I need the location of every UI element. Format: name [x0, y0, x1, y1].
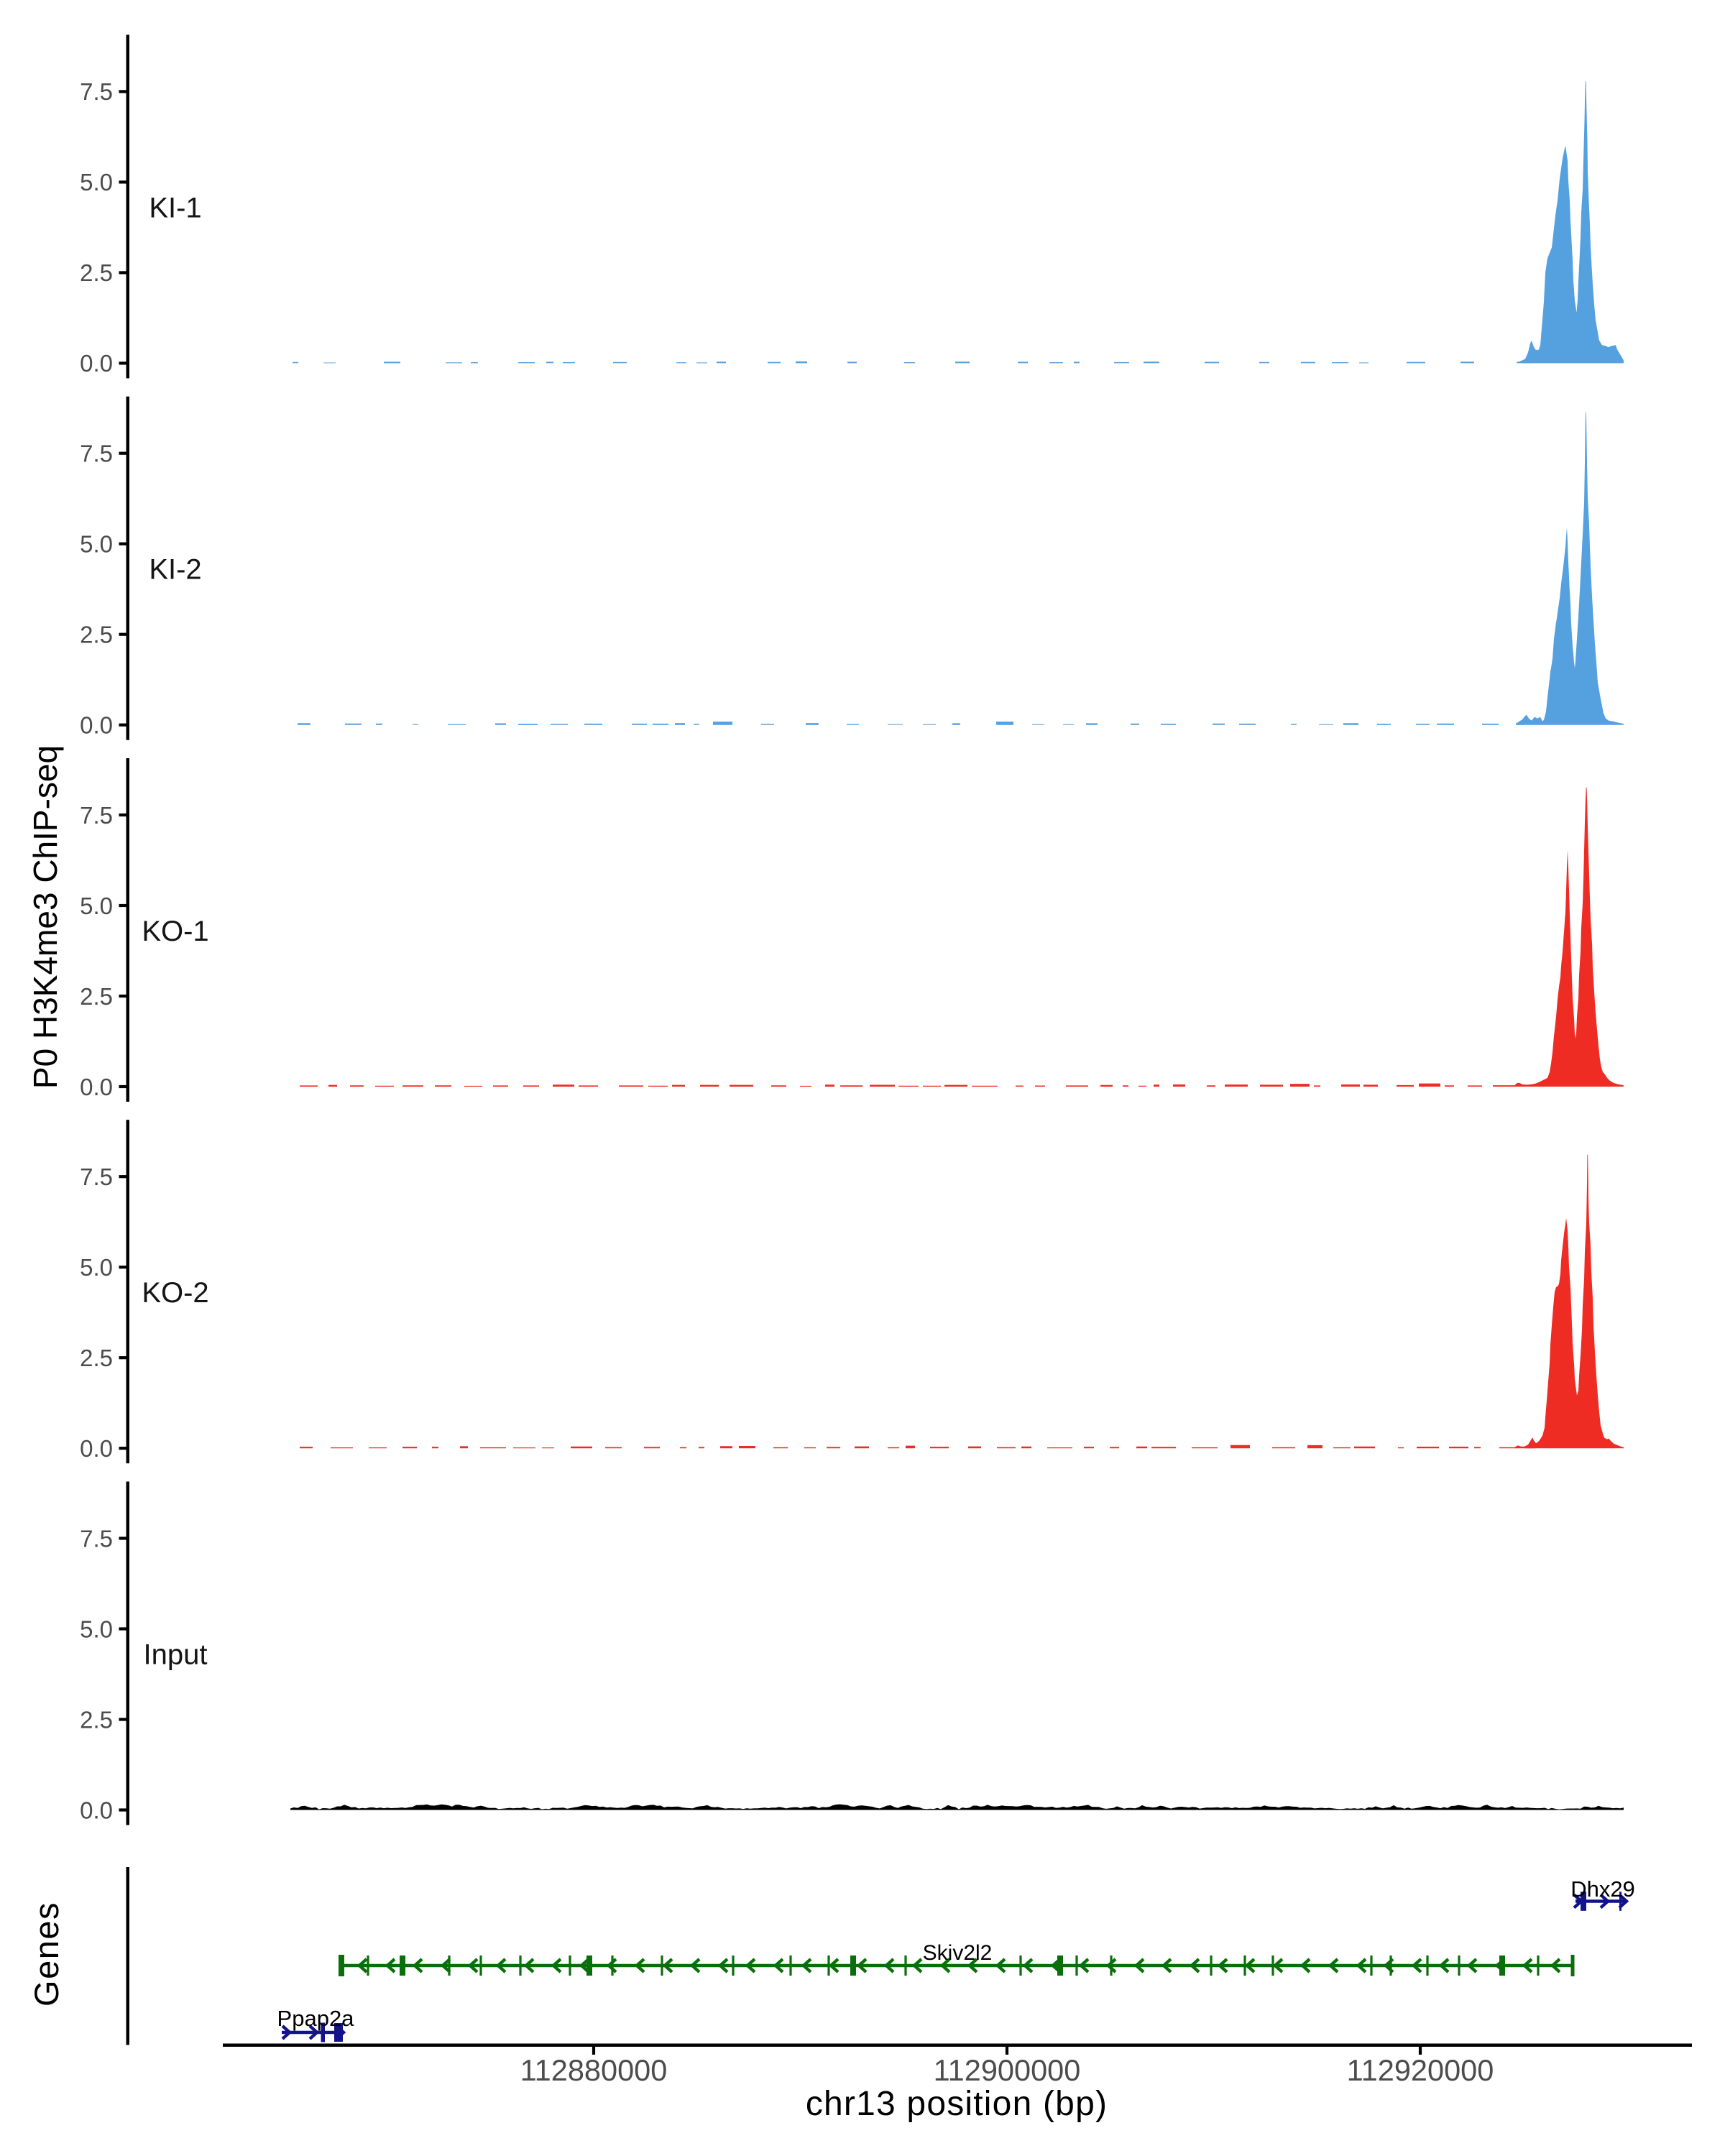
svg-text:P0 H3K4me3 ChIP-seq: P0 H3K4me3 ChIP-seq	[27, 745, 64, 1089]
svg-text:0.0: 0.0	[80, 1435, 113, 1462]
svg-text:2.5: 2.5	[80, 1706, 113, 1733]
svg-text:7.5: 7.5	[80, 78, 113, 105]
svg-text:5.0: 5.0	[80, 169, 113, 195]
svg-text:112900000: 112900000	[934, 2053, 1081, 2087]
svg-text:chr13 position (bp): chr13 position (bp)	[806, 2085, 1108, 2123]
svg-text:Input: Input	[144, 1639, 208, 1671]
svg-text:0.0: 0.0	[80, 712, 113, 739]
svg-text:5.0: 5.0	[80, 893, 113, 919]
svg-text:2.5: 2.5	[80, 1345, 113, 1371]
svg-text:112880000: 112880000	[520, 2053, 668, 2087]
svg-text:KI-1: KI-1	[149, 192, 201, 224]
svg-text:2.5: 2.5	[80, 622, 113, 648]
svg-text:7.5: 7.5	[80, 802, 113, 829]
svg-text:112920000: 112920000	[1347, 2053, 1494, 2087]
svg-text:5.0: 5.0	[80, 1616, 113, 1642]
svg-text:7.5: 7.5	[80, 441, 113, 467]
svg-text:0.0: 0.0	[80, 1074, 113, 1100]
svg-text:KI-2: KI-2	[149, 554, 201, 586]
svg-text:Genes: Genes	[27, 1902, 65, 2007]
svg-text:Dhx29: Dhx29	[1570, 1876, 1635, 1902]
svg-text:Ppap2a: Ppap2a	[277, 2006, 355, 2031]
svg-text:5.0: 5.0	[80, 1254, 113, 1281]
svg-text:KO-1: KO-1	[142, 916, 208, 947]
svg-text:2.5: 2.5	[80, 259, 113, 286]
svg-text:5.0: 5.0	[80, 531, 113, 558]
svg-text:0.0: 0.0	[80, 350, 113, 377]
svg-text:Skiv2l2: Skiv2l2	[923, 1941, 993, 1965]
svg-text:2.5: 2.5	[80, 983, 113, 1010]
svg-text:7.5: 7.5	[80, 1164, 113, 1190]
svg-text:0.0: 0.0	[80, 1797, 113, 1823]
svg-text:KO-2: KO-2	[142, 1277, 208, 1309]
svg-text:7.5: 7.5	[80, 1525, 113, 1552]
